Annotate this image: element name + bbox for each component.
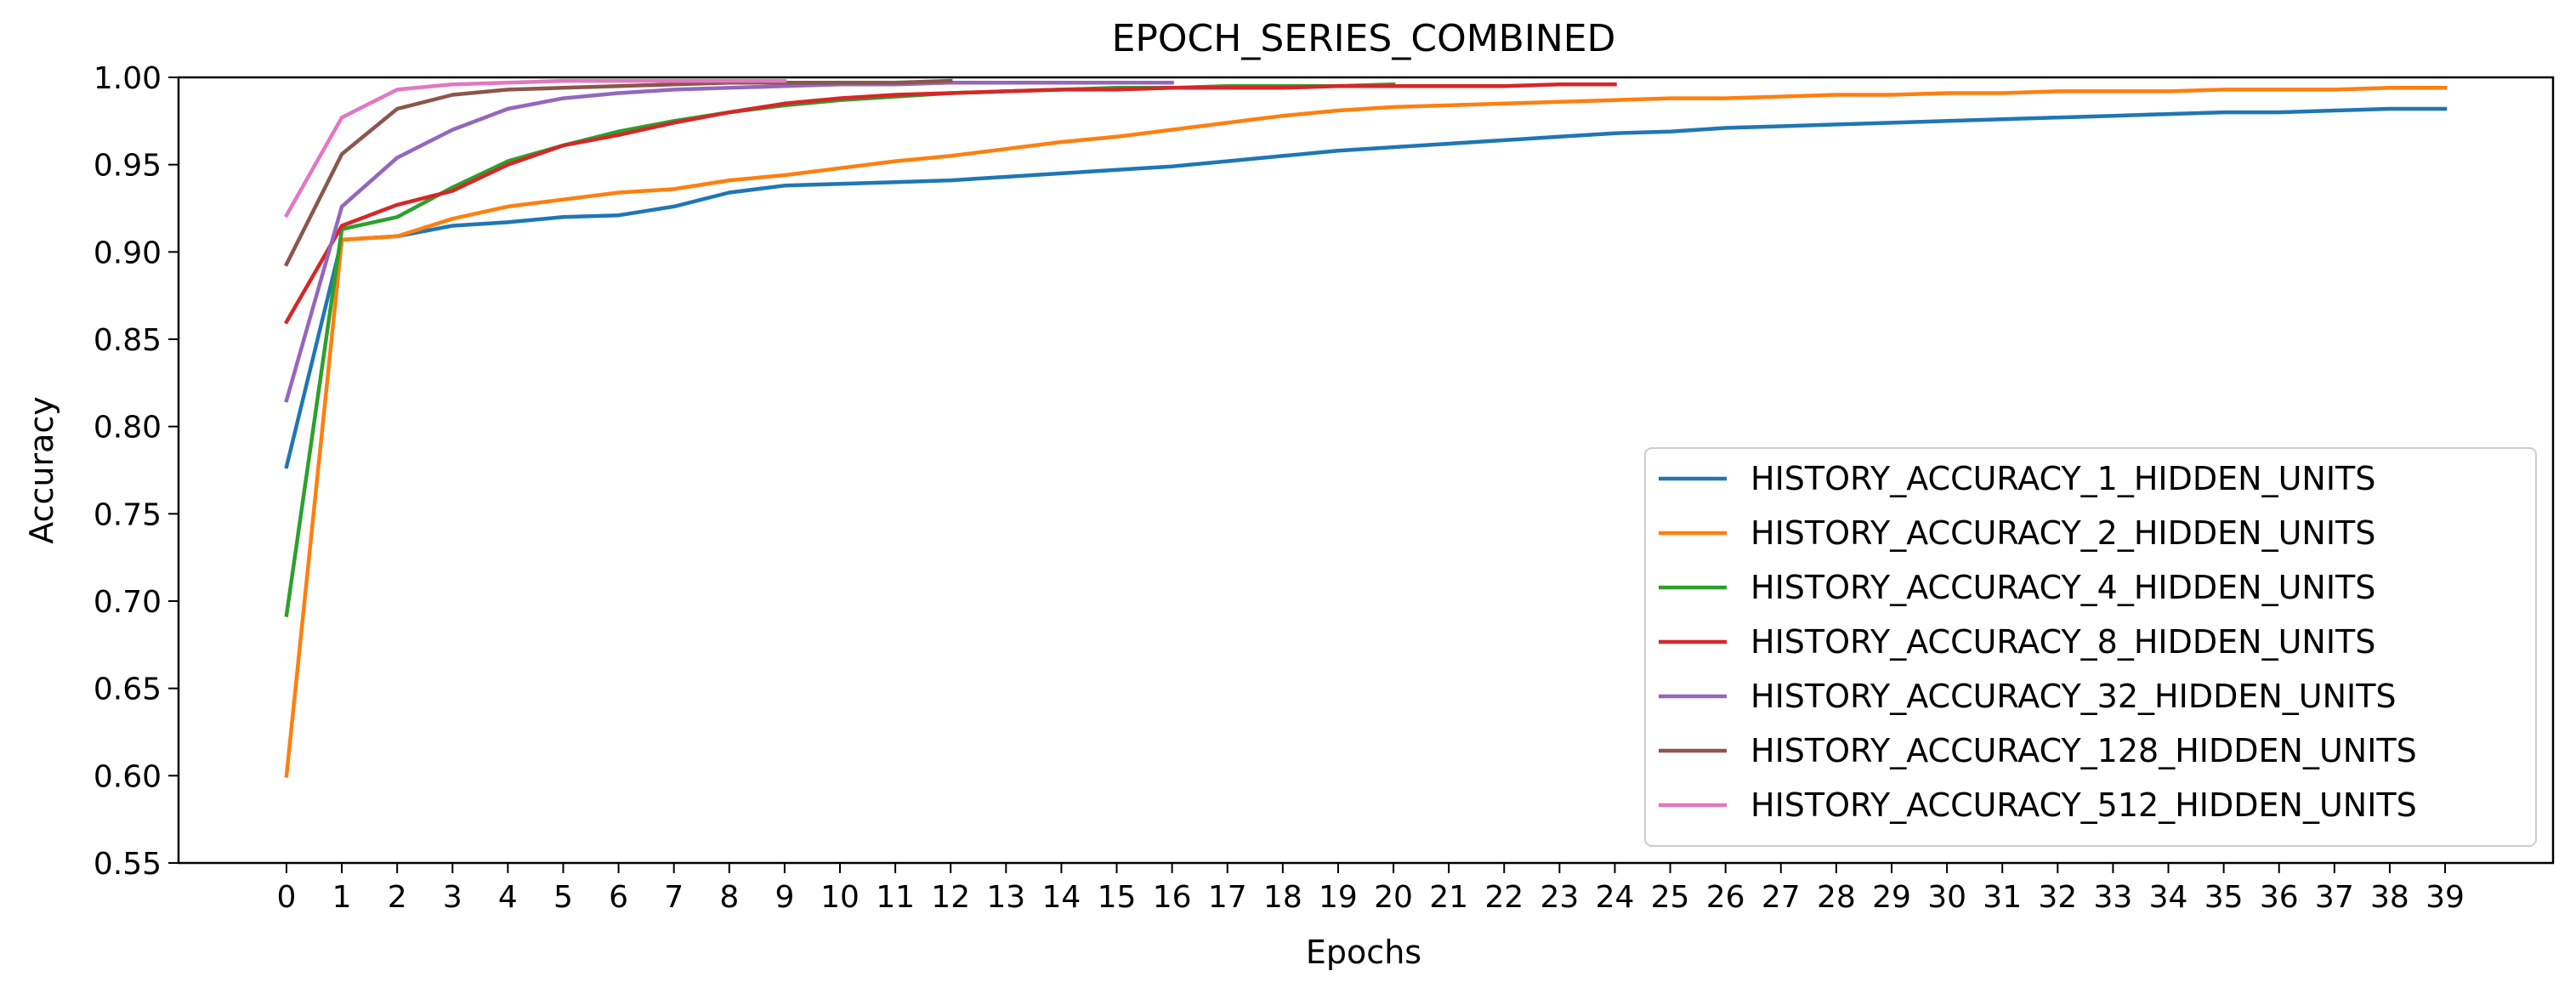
x-tick-label: 13 [986, 880, 1025, 915]
series-line-1 [284, 86, 2448, 778]
legend-label: HISTORY_ACCURACY_1_HIDDEN_UNITS [1750, 460, 2375, 497]
series-line-0 [284, 106, 2448, 469]
x-tick-label: 34 [2149, 880, 2188, 915]
x-tick-label: 15 [1098, 880, 1137, 915]
x-tick-label: 23 [1540, 880, 1579, 915]
x-tick-label: 14 [1042, 880, 1081, 915]
legend-label: HISTORY_ACCURACY_2_HIDDEN_UNITS [1750, 514, 2375, 552]
x-tick-label: 29 [1872, 880, 1911, 915]
series-line-3 [283, 82, 1617, 325]
x-tick-label: 22 [1484, 880, 1523, 915]
x-tick-label: 28 [1817, 880, 1856, 915]
x-tick-label: 8 [719, 880, 739, 915]
y-tick-label: 0.55 [94, 847, 162, 882]
x-tick-label: 6 [609, 880, 628, 915]
x-tick-label: 11 [876, 880, 915, 915]
y-tick-label: 0.90 [94, 236, 162, 270]
x-tick-label: 33 [2094, 880, 2133, 915]
x-tick-label: 24 [1596, 880, 1635, 915]
x-tick-label: 30 [1927, 880, 1966, 915]
x-tick-label: 9 [775, 880, 794, 915]
y-tick-label: 0.85 [94, 323, 162, 358]
x-tick-label: 37 [2315, 880, 2354, 915]
x-tick-label: 10 [820, 880, 860, 915]
legend-label: HISTORY_ACCURACY_8_HIDDEN_UNITS [1750, 623, 2375, 661]
y-tick-label: 0.65 [94, 673, 162, 707]
plot-frame [177, 76, 2555, 865]
legend-label: HISTORY_ACCURACY_128_HIDDEN_UNITS [1750, 732, 2417, 769]
y-tick-label: 0.75 [94, 497, 162, 532]
y-tick-label: 1.00 [94, 61, 162, 96]
x-tick-label: 31 [1983, 880, 2022, 915]
x-tick-label: 3 [443, 880, 462, 915]
series-line-2 [284, 82, 1396, 617]
x-tick-label: 25 [1651, 880, 1690, 915]
y-axis-label: Accuracy [23, 396, 60, 544]
x-tick-label: 20 [1374, 880, 1413, 915]
legend-label: HISTORY_ACCURACY_32_HIDDEN_UNITS [1750, 678, 2397, 715]
x-tick-label: 27 [1762, 880, 1801, 915]
x-tick-label: 17 [1208, 880, 1247, 915]
x-tick-label: 38 [2370, 880, 2409, 915]
series-line-6 [283, 78, 787, 219]
series-line-4 [284, 80, 1174, 403]
x-tick-label: 1 [332, 880, 352, 915]
x-tick-label: 5 [553, 880, 573, 915]
y-tick-label: 0.70 [94, 585, 162, 620]
y-tick-label: 0.80 [94, 411, 162, 446]
legend-label: HISTORY_ACCURACY_512_HIDDEN_UNITS [1750, 786, 2417, 824]
x-tick-label: 12 [931, 880, 970, 915]
y-tick-label: 0.95 [94, 149, 162, 184]
legend-label: HISTORY_ACCURACY_4_HIDDEN_UNITS [1750, 569, 2375, 606]
x-tick-label: 32 [2038, 880, 2077, 915]
axis-ticks: 0 1 2 3 4 5 6 7 8 9 10 11 12 13 14 15 16 17 18 19 20 21 22 23 24… [94, 61, 2465, 915]
x-tick-label: 19 [1319, 880, 1358, 915]
x-tick-label: 21 [1429, 880, 1468, 915]
plot-lines [283, 78, 2448, 778]
chart-title: EPOCH_SERIES_COMBINED [1112, 17, 1616, 60]
x-axis-label: Epochs [1306, 934, 1421, 971]
x-tick-label: 16 [1153, 880, 1192, 915]
x-tick-label: 18 [1263, 880, 1302, 915]
x-tick-label: 4 [498, 880, 518, 915]
x-tick-label: 7 [664, 880, 684, 915]
x-tick-label: 36 [2260, 880, 2299, 915]
legend-box [1644, 447, 2537, 847]
x-tick-label: 26 [1706, 880, 1745, 915]
series-line-5 [283, 78, 953, 267]
x-tick-label: 39 [2426, 880, 2465, 915]
x-tick-label: 0 [277, 880, 297, 915]
y-tick-label: 0.60 [94, 759, 162, 794]
x-tick-label: 2 [388, 880, 407, 915]
x-tick-label: 35 [2204, 880, 2244, 915]
chart-legend: HISTORY_ACCURACY_1_HIDDEN_UNITS HISTORY_A… [1644, 447, 2537, 847]
